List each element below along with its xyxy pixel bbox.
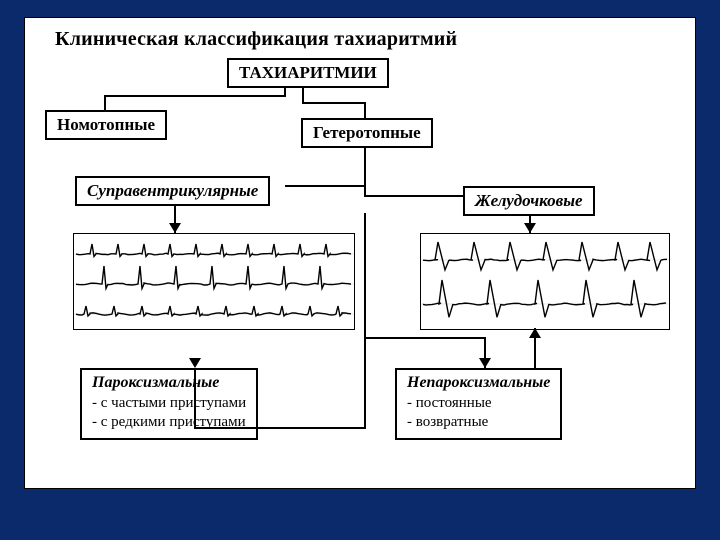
nonparoxysmal-item-1: - возвратные xyxy=(407,413,550,432)
nonparoxysmal-header: Непароксизмальные xyxy=(407,374,550,392)
ecg-left-trace xyxy=(74,234,354,329)
node-ventricular: Желудочковые xyxy=(463,186,595,216)
paroxysmal-header: Пароксизмальные xyxy=(92,374,246,392)
nonparoxysmal-item-0: - постоянные xyxy=(407,394,550,413)
ecg-right-panel xyxy=(420,233,670,330)
node-nonparoxysmal: Непароксизмальные - постоянные - возврат… xyxy=(395,368,562,440)
ecg-right-trace xyxy=(421,234,669,329)
node-nomotopic: Номотопные xyxy=(45,110,167,140)
diagram-title: Клиническая классификация тахиаритмий xyxy=(55,28,457,51)
node-root: ТАХИАРИТМИИ xyxy=(227,58,389,88)
paroxysmal-item-1: - с редкими приступами xyxy=(92,413,246,432)
paroxysmal-item-0: - с частыми приступами xyxy=(92,394,246,413)
node-heterotopic: Гетеротопные xyxy=(301,118,433,148)
node-supraventricular: Суправентрикулярные xyxy=(75,176,270,206)
node-paroxysmal: Пароксизмальные - с частыми приступами -… xyxy=(80,368,258,440)
paper-area: Клиническая классификация тахиаритмий ТА… xyxy=(25,18,695,488)
ecg-left-panel xyxy=(73,233,355,330)
